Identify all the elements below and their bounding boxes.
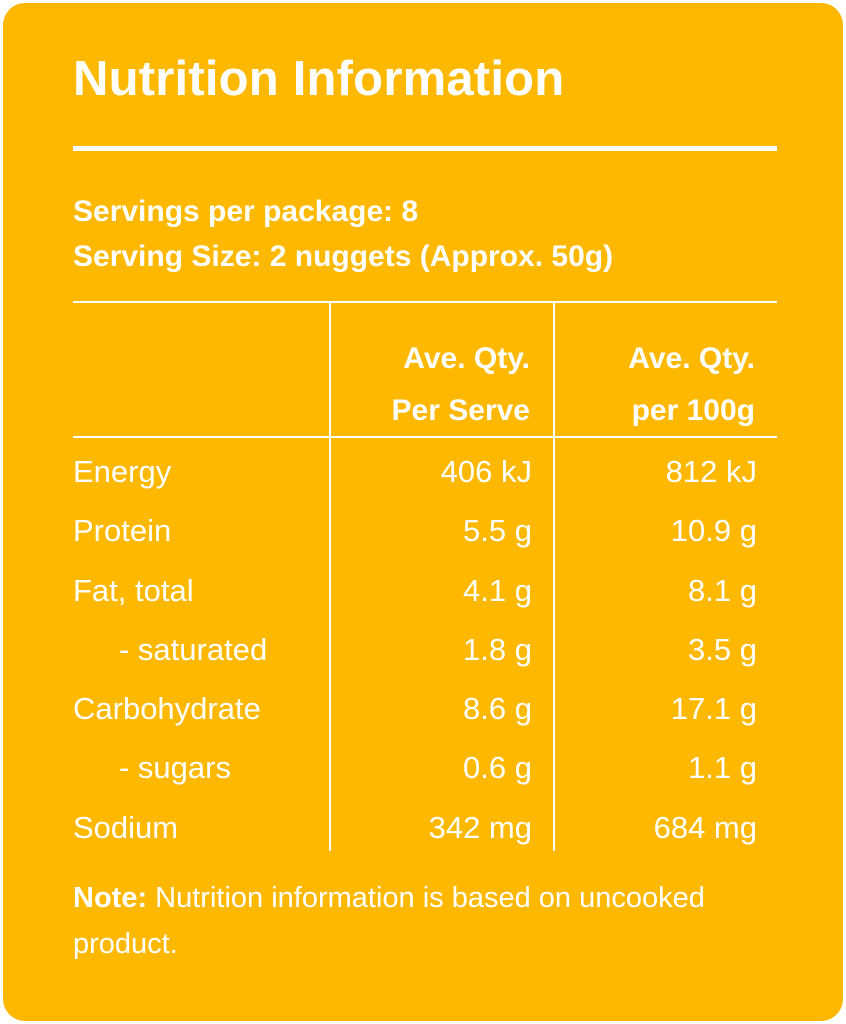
title-divider (73, 146, 777, 151)
table-top-divider (73, 301, 777, 303)
row-label: Fat, total (73, 572, 194, 608)
note-label: Note: (73, 882, 148, 914)
footnote: Note: Nutrition information is based on … (73, 875, 753, 967)
column-header-per-100g-line1: Ave. Qty. (628, 342, 755, 375)
per-serve-value: 4.1 g (463, 572, 532, 608)
table-row: Protein 5.5 g 10.9 g (73, 501, 757, 560)
column-divider-2 (553, 301, 555, 851)
table-row: - sugars 0.6 g 1.1 g (73, 738, 757, 797)
column-header-per-100g: Ave. Qty. per 100g (628, 333, 755, 437)
per-100g-value: 812 kJ (665, 454, 757, 489)
per-serve-value: 0.6 g (463, 750, 532, 786)
table-row: Energy 406 kJ 812 kJ (73, 442, 757, 501)
nutrition-panel: Nutrition Information Servings per packa… (3, 3, 843, 1021)
per-serve-value: 1.8 g (463, 631, 532, 667)
table-row: Fat, total 4.1 g 8.1 g (73, 561, 757, 620)
table-row: - saturated 1.8 g 3.5 g (73, 620, 757, 679)
row-label: Energy (73, 454, 172, 489)
row-label: - sugars (119, 750, 231, 786)
per-100g-value: 8.1 g (688, 572, 757, 608)
nutrition-rows: Energy 406 kJ 812 kJ Protein 5.5 g 10.9 … (73, 442, 757, 857)
per-serve-value: 342 mg (428, 809, 532, 845)
per-serve-value: 406 kJ (440, 454, 532, 489)
panel-title: Nutrition Information (73, 52, 565, 106)
servings-per-package: Servings per package: 8 (73, 195, 419, 228)
per-100g-value: 17.1 g (670, 691, 757, 727)
row-label: - saturated (119, 631, 268, 667)
table-row: Sodium 342 mg 684 mg (73, 798, 757, 857)
per-100g-value: 684 mg (653, 809, 757, 845)
column-divider-1 (329, 301, 331, 851)
per-serve-value: 5.5 g (463, 513, 532, 549)
row-label: Protein (73, 513, 172, 549)
per-serve-value: 8.6 g (463, 691, 532, 727)
table-row: Carbohydrate 8.6 g 17.1 g (73, 679, 757, 738)
servings-info: Servings per package: 8 Serving Size: 2 … (73, 189, 613, 279)
row-label: Carbohydrate (73, 691, 261, 727)
column-header-per-serve: Ave. Qty. Per Serve (392, 333, 530, 437)
column-header-per-serve-line1: Ave. Qty. (403, 342, 530, 375)
row-label: Sodium (73, 809, 179, 845)
per-100g-value: 1.1 g (688, 750, 757, 786)
column-header-per-serve-line2: Per Serve (391, 394, 530, 427)
per-100g-value: 10.9 g (670, 513, 757, 549)
per-100g-value: 3.5 g (688, 631, 757, 667)
column-header-per-100g-line2: per 100g (631, 394, 755, 427)
serving-size: Serving Size: 2 nuggets (Approx. 50g) (73, 240, 614, 273)
table-header-divider (73, 436, 777, 438)
note-text: Nutrition information is based on uncook… (73, 882, 705, 960)
